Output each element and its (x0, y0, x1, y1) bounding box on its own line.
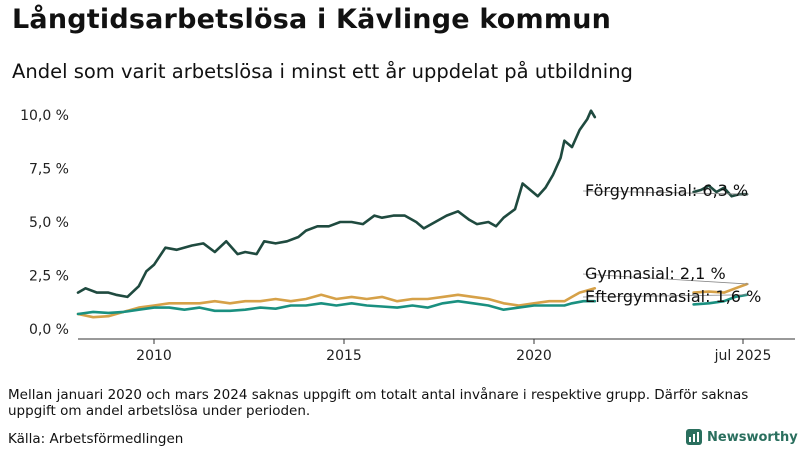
series-line-förgymnasial (692, 184, 749, 198)
end-label-connector (582, 190, 749, 195)
series-line-eftergymnasial (76, 299, 597, 316)
source-text: Källa: Arbetsförmedlingen (8, 431, 184, 447)
newsworthy-logo-icon (686, 429, 702, 445)
end-label-eftergymnasial: Eftergymnasial: 1,6 % (585, 287, 761, 306)
y-tick-label: 7,5 % (29, 162, 69, 178)
footnote: Mellan januari 2020 och mars 2024 saknas… (8, 387, 749, 419)
series-end-labels: Förgymnasial: 6,3 % Gymnasial: 2,1 % Efter… (582, 181, 761, 306)
chart-title: Långtidsarbetslösa i Kävlinge kommun (12, 4, 612, 35)
series-line-gymnasial (76, 286, 597, 319)
end-label-connector (582, 273, 749, 285)
brand-name: Newsworthy (707, 429, 798, 445)
end-label-förgymnasial: Förgymnasial: 6,3 % (585, 181, 748, 200)
plot-area (76, 109, 749, 319)
x-tick-label: 2020 (516, 348, 552, 364)
x-tick-label: jul 2025 (714, 348, 772, 364)
y-tick-label: 10,0 % (20, 108, 69, 124)
y-axis: 0,0 % 2,5 % 5,0 % 7,5 % 10,0 % (20, 108, 69, 338)
x-tick-label: 2015 (326, 348, 362, 364)
y-tick-label: 5,0 % (29, 215, 69, 231)
x-axis: 2010 2015 2020 jul 2025 (78, 338, 795, 364)
chart-subtitle: Andel som varit arbetslösa i minst ett å… (12, 60, 633, 83)
brand-logo: Newsworthy (686, 429, 798, 445)
series-line-förgymnasial (76, 109, 597, 299)
x-tick-label: 2010 (136, 348, 172, 364)
series-line-eftergymnasial (692, 293, 749, 306)
end-label-connector (582, 294, 749, 298)
line-chart: 0,0 % 2,5 % 5,0 % 7,5 % 10,0 % 2010 2015 2020 j… (20, 108, 795, 364)
y-tick-label: 2,5 % (29, 269, 69, 285)
y-tick-label: 0,0 % (29, 322, 69, 338)
series-line-gymnasial (692, 282, 749, 294)
end-label-gymnasial: Gymnasial: 2,1 % (585, 264, 726, 283)
